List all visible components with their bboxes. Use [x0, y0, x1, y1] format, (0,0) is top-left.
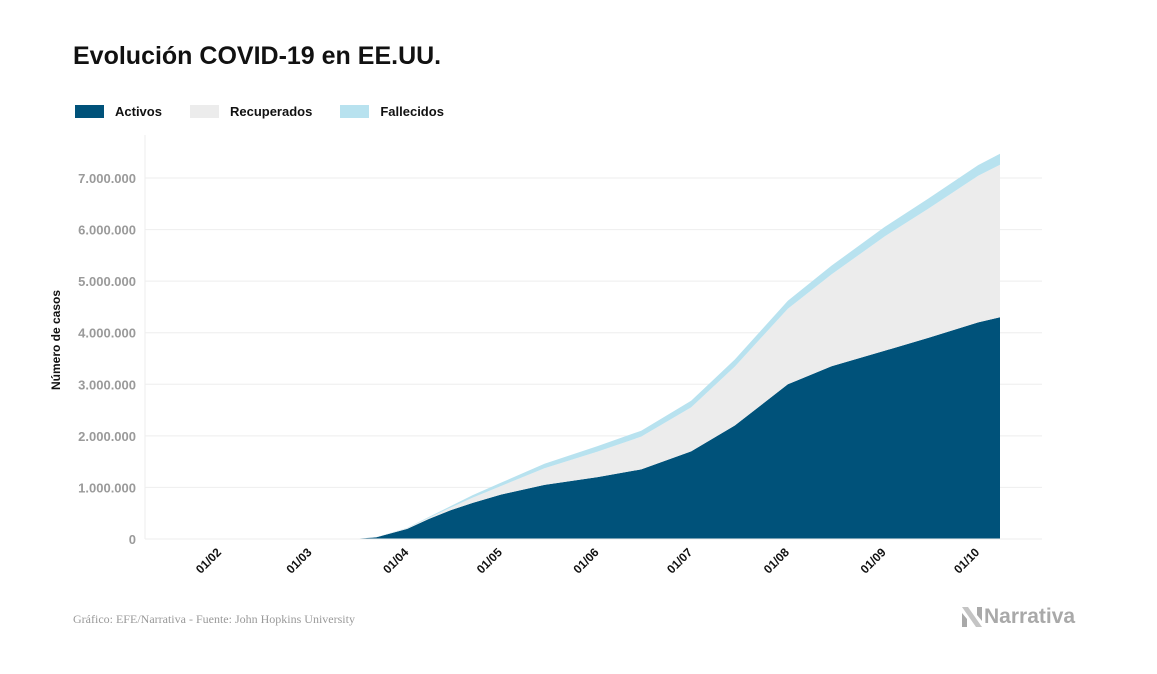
area-recuperados — [188, 164, 1001, 539]
y-tick-label: 5.000.000 — [78, 274, 136, 289]
y-tick-label: 6.000.000 — [78, 223, 136, 238]
narrativa-logo: Narrativa — [962, 605, 1075, 629]
y-tick-label: 0 — [129, 532, 136, 547]
y-axis-label: Número de casos — [49, 290, 63, 390]
legend-label-recuperados: Recuperados — [229, 104, 313, 119]
legend-swatch-recuperados — [189, 105, 219, 118]
narrativa-n-icon — [962, 607, 982, 627]
source-note: Gráfico: EFE/Narrativa - Fuente: John Ho… — [73, 612, 355, 626]
legend-item-activos: Activos — [75, 104, 162, 119]
legend: Activos Recuperados Fallecidos — [75, 104, 472, 119]
x-tick-label: 01/10 — [951, 545, 982, 576]
x-tick-label: 01/04 — [380, 545, 411, 576]
chart-title: Evolución COVID-19 en EE.UU. — [73, 42, 442, 70]
area-activos — [188, 317, 1001, 539]
x-tick-label: 01/05 — [474, 545, 505, 576]
x-tick-label: 01/08 — [761, 545, 792, 576]
y-tick-label: 7.000.000 — [78, 171, 136, 186]
legend-item-fallecidos: Fallecidos — [340, 104, 444, 119]
x-tick-label: 01/02 — [193, 545, 224, 576]
x-tick-label: 01/06 — [571, 545, 602, 576]
y-tick-label: 3.000.000 — [78, 377, 136, 392]
logo-text: Narrativa — [984, 605, 1076, 628]
legend-swatch-fallecidos — [340, 105, 370, 118]
legend-item-recuperados: Recuperados — [189, 104, 313, 119]
y-tick-label: 1.000.000 — [78, 480, 136, 495]
legend-swatch-activos — [75, 105, 104, 118]
y-tick-label: 4.000.000 — [78, 326, 136, 341]
x-tick-label: 01/07 — [664, 545, 695, 576]
x-tick-label: 01/03 — [283, 545, 314, 576]
y-tick-label: 2.000.000 — [78, 429, 136, 444]
legend-label-activos: Activos — [115, 104, 162, 119]
legend-label-fallecidos: Fallecidos — [380, 104, 444, 119]
x-tick-label: 01/09 — [858, 545, 889, 576]
